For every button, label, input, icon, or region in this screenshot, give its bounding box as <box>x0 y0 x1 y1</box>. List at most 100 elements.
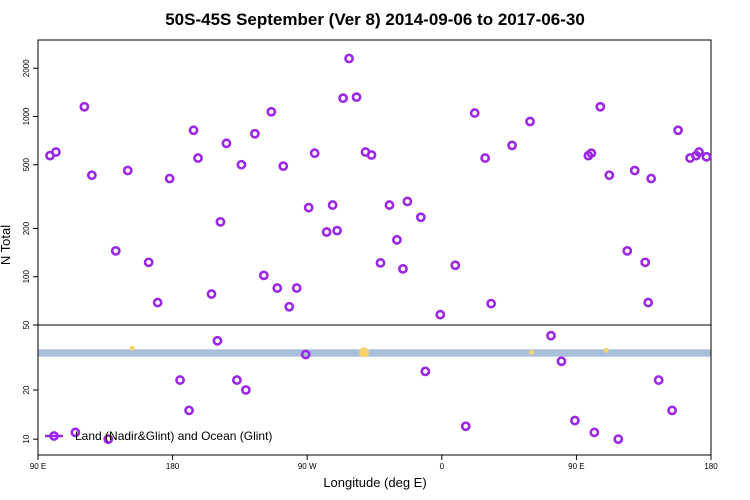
data-point <box>184 405 194 416</box>
chart-title: 50S-45S September (Ver 8) 2014-09-06 to … <box>165 10 585 29</box>
data-point <box>375 258 386 268</box>
data-point <box>206 289 217 299</box>
x-tick-label: 0 <box>440 462 445 471</box>
data-point <box>420 366 431 377</box>
data-point <box>291 283 302 293</box>
data-point <box>556 356 567 367</box>
data-point <box>143 257 154 268</box>
shaded-band <box>38 349 711 357</box>
data-point <box>366 150 377 160</box>
data-point <box>486 298 497 309</box>
data-point <box>103 434 114 445</box>
data-point <box>278 161 289 172</box>
x-tick-label: 90 W <box>298 462 317 471</box>
data-point <box>51 147 61 157</box>
y-tick-label: 2000 <box>22 59 31 77</box>
x-tick-label: 180 <box>704 462 718 471</box>
highlight-point <box>129 345 135 351</box>
data-point <box>152 297 163 308</box>
legend-label: Land (Nadir&Glint) and Ocean (Glint) <box>75 429 272 443</box>
data-point <box>450 260 461 271</box>
data-point <box>309 148 320 159</box>
data-point <box>266 106 277 117</box>
data-point <box>507 140 517 151</box>
data-point <box>653 375 664 385</box>
data-point <box>79 101 90 112</box>
x-tick-label: 90 E <box>30 462 46 471</box>
data-point <box>480 153 491 163</box>
data-point <box>460 421 471 432</box>
data-point <box>344 53 354 64</box>
highlight-point <box>359 347 370 358</box>
data-point <box>640 257 651 268</box>
y-tick-label: 20 <box>22 385 31 394</box>
data-point <box>622 245 633 256</box>
data-point <box>525 116 535 127</box>
data-point <box>629 165 640 176</box>
data-point <box>469 108 480 118</box>
y-tick-label: 100 <box>22 270 31 284</box>
data-point <box>673 125 683 136</box>
data-point <box>338 93 348 104</box>
legend: Land (Nadir&Glint) and Ocean (Glint) <box>45 429 272 443</box>
data-point <box>589 427 600 438</box>
data-point <box>667 405 678 416</box>
data-point <box>586 148 597 159</box>
y-axis-upper: 50 100 200 500 1000 2000 <box>22 59 38 329</box>
y-axis-label: N Total <box>0 225 13 265</box>
data-point <box>70 427 81 438</box>
legend-marker <box>49 431 59 441</box>
data-point <box>303 202 314 213</box>
data-point <box>701 151 712 162</box>
data-point <box>193 153 203 163</box>
data-point <box>232 375 242 385</box>
y-tick-label: 500 <box>22 158 31 172</box>
data-point <box>240 385 251 395</box>
data-point <box>570 415 580 426</box>
data-point <box>546 330 556 341</box>
x-axis-label: Longitude (deg E) <box>323 475 426 490</box>
data-point <box>258 270 269 281</box>
data-point <box>398 263 408 274</box>
data-point <box>221 138 232 149</box>
y-tick-label: 50 <box>22 320 31 329</box>
data-point <box>212 335 223 346</box>
data-point <box>249 128 260 139</box>
data-point <box>321 227 332 237</box>
data-point <box>236 159 247 170</box>
data-point <box>188 125 199 136</box>
y-tick-label: 1000 <box>22 107 31 125</box>
data-point <box>284 301 295 312</box>
highlight-point <box>603 347 609 353</box>
data-point <box>415 212 426 223</box>
data-point <box>164 173 175 184</box>
data-point <box>604 170 615 181</box>
x-tick-label: 90 E <box>568 462 584 471</box>
data-point <box>300 349 311 360</box>
data-point <box>694 147 704 157</box>
y-tick-label: 10 <box>22 434 31 443</box>
y-axis-lower: 10 20 <box>22 385 38 444</box>
data-point <box>392 234 402 245</box>
data-point <box>646 173 657 184</box>
data-point <box>86 170 97 181</box>
data-point <box>215 216 226 227</box>
data-point <box>351 92 362 103</box>
data-point <box>327 200 338 210</box>
y-tick-label: 200 <box>22 221 31 235</box>
x-tick-label: 180 <box>166 462 180 471</box>
data-point <box>122 165 133 176</box>
x-axis: 90 E 180 90 W 0 90 E 180 <box>30 455 718 471</box>
data-point <box>175 375 185 385</box>
data-point <box>643 297 654 308</box>
data-point <box>272 283 283 293</box>
data-point <box>384 200 395 210</box>
data-point <box>110 245 121 256</box>
data-point <box>595 101 606 112</box>
data-point <box>435 309 446 320</box>
data-point <box>332 225 343 236</box>
data-point <box>402 196 413 207</box>
data-point <box>613 434 624 445</box>
highlight-point <box>529 349 535 355</box>
